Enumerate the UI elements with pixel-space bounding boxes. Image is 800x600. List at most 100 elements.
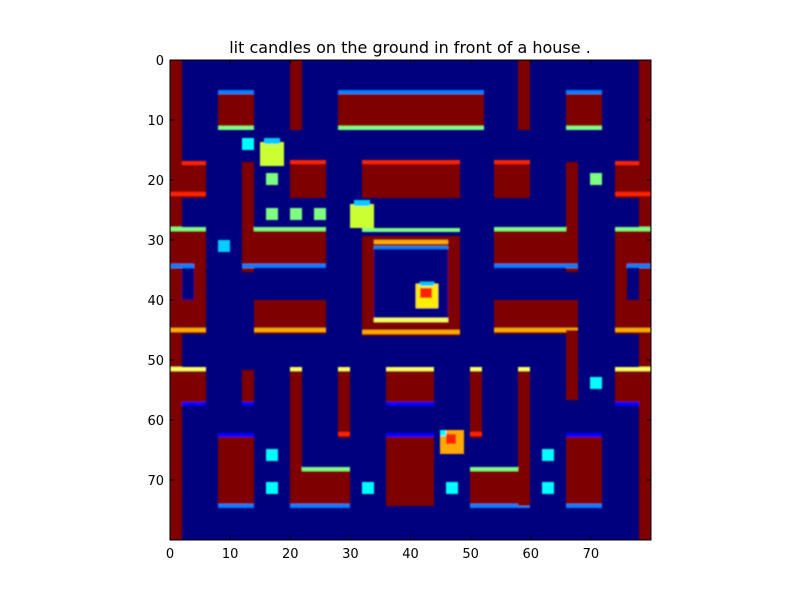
- pellet: [314, 208, 326, 220]
- maze-edge: [386, 402, 434, 406]
- maze-wall: [518, 436, 530, 506]
- maze-edge: [338, 367, 350, 371]
- pellet: [446, 482, 458, 494]
- maze-edge: [566, 433, 602, 437]
- maze-wall: [566, 92, 602, 128]
- x-tick-label: 40: [402, 547, 419, 562]
- maze-edge: [615, 402, 639, 406]
- maze-wall: [566, 162, 578, 272]
- y-tick-label: 40: [147, 294, 164, 309]
- maze-edge: [470, 504, 530, 508]
- maze-edge: [254, 227, 326, 231]
- heatmap-image: [170, 60, 651, 540]
- maze-wall: [362, 162, 460, 198]
- maze-wall: [218, 92, 254, 128]
- pellet: [266, 173, 278, 185]
- pellet: [590, 377, 602, 389]
- pellet: [362, 482, 374, 494]
- sprite-center: [416, 282, 438, 308]
- maze-edge: [518, 367, 530, 371]
- maze-edge: [254, 328, 326, 332]
- pellet: [266, 208, 278, 220]
- maze-wall: [470, 370, 482, 438]
- pellet: [590, 173, 602, 185]
- maze-wall: [170, 228, 206, 268]
- maze-wall: [518, 370, 530, 438]
- chart-title: lit candles on the ground in front of a …: [229, 38, 591, 57]
- maze-wall: [386, 370, 434, 404]
- maze-edge: [170, 328, 206, 332]
- maze-wall: [566, 330, 578, 400]
- maze-wall: [386, 436, 434, 506]
- maze-edge: [494, 264, 578, 268]
- y-tick-label: 20: [147, 174, 164, 189]
- pellet: [242, 138, 254, 150]
- maze-edge: [362, 330, 460, 334]
- maze-edge: [242, 264, 326, 268]
- x-tick-label: 0: [166, 547, 174, 562]
- maze-wall: [218, 436, 254, 506]
- maze-wall: [290, 162, 326, 198]
- maze-wall: [290, 60, 302, 130]
- maze-edge: [374, 246, 448, 249]
- maze-edge: [470, 467, 518, 471]
- maze-wall: [494, 162, 530, 198]
- maze-edge: [290, 160, 326, 164]
- x-tick-label: 50: [462, 547, 479, 562]
- y-tick-label: 30: [147, 234, 164, 249]
- maze-edge: [494, 227, 566, 231]
- maze-edge: [615, 161, 639, 165]
- maze-edge: [182, 161, 206, 165]
- maze-edge: [290, 504, 350, 508]
- maze-edge: [374, 318, 448, 322]
- maze-edge: [386, 433, 434, 437]
- sprite-upper-center: [350, 200, 374, 228]
- maze-edge: [615, 367, 651, 371]
- pellet: [266, 482, 278, 494]
- maze-edge: [470, 432, 482, 436]
- maze-edge: [494, 328, 578, 332]
- maze-edge: [182, 402, 206, 406]
- maze-edge: [615, 192, 651, 196]
- x-axis: 0 10 20 30 40 50 60 70: [166, 60, 599, 562]
- maze-edge: [218, 504, 254, 508]
- maze-edge: [374, 240, 448, 244]
- maze-edge: [338, 126, 484, 130]
- maze-edge: [362, 160, 460, 164]
- sprite-upper-left: [260, 138, 284, 166]
- maze-edge: [170, 264, 194, 268]
- maze-wall: [494, 228, 566, 264]
- x-tick-label: 30: [342, 547, 359, 562]
- maze-edge: [218, 126, 254, 130]
- maze-edge: [470, 367, 482, 371]
- maze-wall: [615, 370, 651, 404]
- maze-edge: [566, 90, 602, 94]
- x-tick-label: 20: [282, 547, 299, 562]
- maze-wall: [290, 470, 350, 506]
- maze-edge: [170, 192, 206, 196]
- maze-wall: [170, 370, 206, 404]
- maze-edge: [494, 160, 530, 164]
- y-tick-label: 60: [147, 414, 164, 429]
- maze-edge: [170, 367, 206, 371]
- y-tick-label: 50: [147, 354, 164, 369]
- maze-edge: [615, 328, 651, 332]
- maze-wall: [518, 60, 530, 130]
- maze-wall: [615, 228, 651, 268]
- x-tick-label: 70: [583, 547, 600, 562]
- maze-edge: [627, 264, 651, 268]
- maze-wall: [254, 228, 326, 264]
- maze-edge: [386, 367, 434, 371]
- y-tick-label: 10: [147, 114, 164, 129]
- maze-edge: [566, 126, 602, 130]
- pellet: [542, 449, 554, 461]
- maze-edge: [290, 367, 302, 371]
- pellet: [218, 240, 230, 252]
- maze-wall: [242, 370, 254, 404]
- y-axis: 0 10 20 30 40 50 60 70: [147, 54, 651, 489]
- maze-edge: [338, 90, 484, 94]
- maze-wall: [338, 370, 350, 438]
- x-tick-label: 10: [222, 547, 239, 562]
- maze-edge: [362, 228, 460, 232]
